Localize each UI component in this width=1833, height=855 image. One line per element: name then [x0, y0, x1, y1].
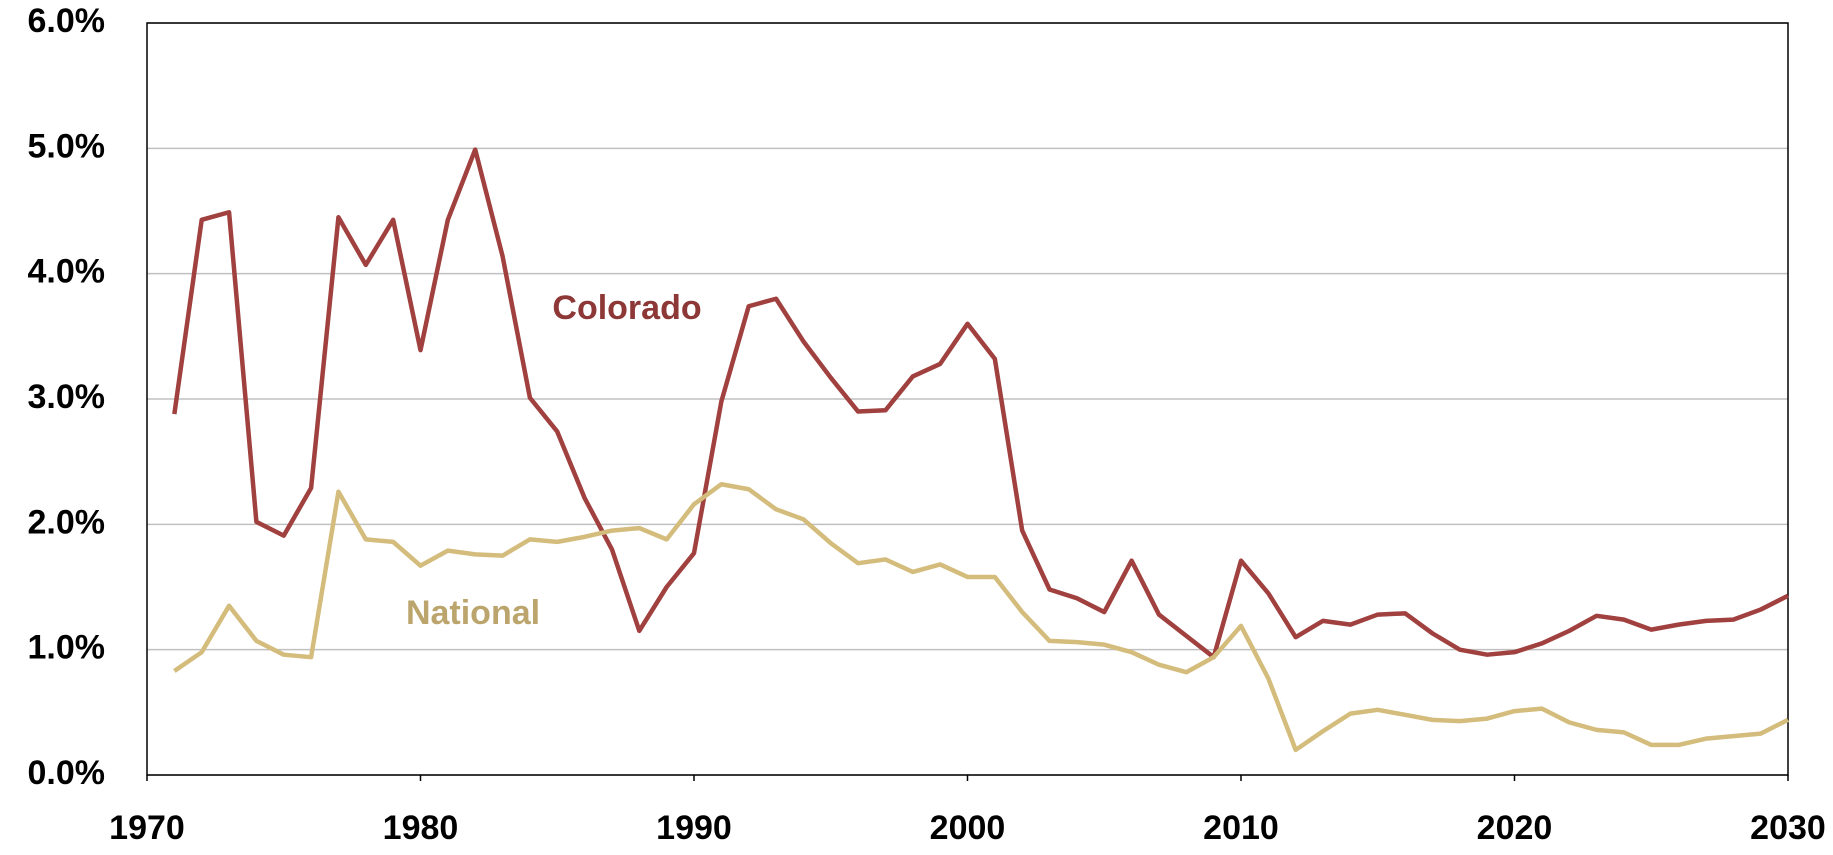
y-tick-label: 3.0% — [28, 378, 106, 416]
series-label: Colorado — [552, 289, 701, 327]
plot-frame — [146, 22, 1789, 776]
x-tick-label: 1980 — [383, 809, 459, 847]
x-tick-label: 1990 — [656, 809, 732, 847]
series-label: National — [406, 594, 540, 632]
series-line — [172, 147, 1790, 660]
y-tick-label: 0.0% — [28, 754, 106, 792]
y-tick-label: 5.0% — [28, 127, 106, 165]
y-tick-label: 6.0% — [28, 2, 106, 40]
x-tick-label: 1970 — [109, 809, 185, 847]
x-tick-label: 2010 — [1203, 809, 1279, 847]
series-line — [173, 481, 1790, 753]
x-tick-label: 2020 — [1477, 809, 1553, 847]
x-tick-label: 2000 — [930, 809, 1006, 847]
y-tick-label: 4.0% — [28, 253, 106, 291]
x-tick-label: 2030 — [1750, 809, 1826, 847]
y-tick-label: 1.0% — [28, 629, 106, 667]
y-tick-label: 2.0% — [28, 503, 106, 541]
